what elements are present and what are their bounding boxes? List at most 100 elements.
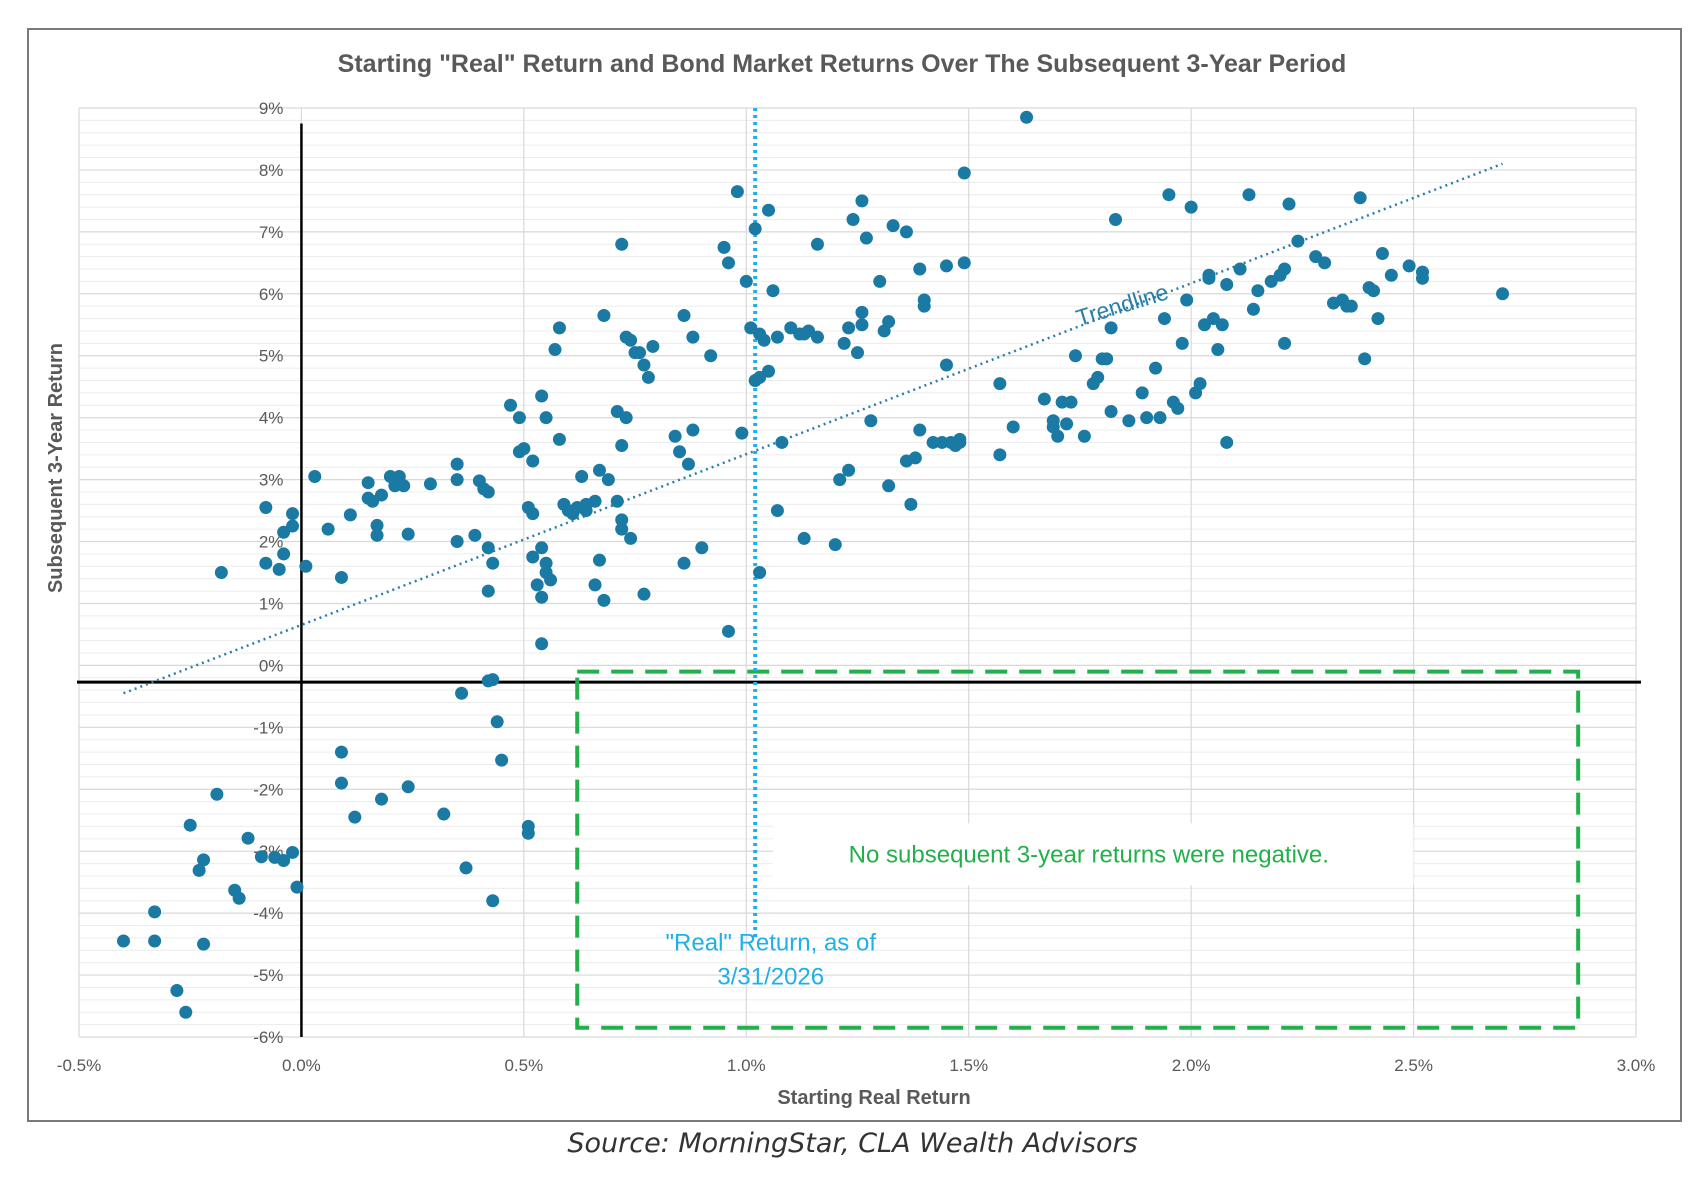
data-point [797, 531, 811, 545]
data-point [375, 488, 389, 502]
y-tick-label: -6% [253, 1028, 283, 1047]
data-point [739, 274, 753, 288]
data-point [1384, 268, 1398, 282]
data-point [939, 259, 953, 273]
y-tick-label: 9% [259, 99, 284, 118]
data-point [272, 562, 286, 576]
data-point [401, 780, 415, 794]
data-point [993, 448, 1007, 462]
data-point [592, 463, 606, 477]
y-tick-label: 2% [259, 533, 284, 552]
data-point [859, 231, 873, 245]
data-point [717, 240, 731, 254]
data-point [1068, 349, 1082, 363]
data-point [957, 166, 971, 180]
annotation-text: No subsequent 3-year returns were negati… [849, 841, 1329, 868]
data-point [343, 508, 357, 522]
data-point [677, 308, 691, 322]
data-point [259, 556, 273, 570]
data-point [592, 553, 606, 567]
data-point [1162, 188, 1176, 202]
data-point [588, 578, 602, 592]
data-point [677, 556, 691, 570]
data-point [552, 432, 566, 446]
data-point [1100, 352, 1114, 366]
data-point [721, 256, 735, 270]
data-point [1415, 265, 1429, 279]
data-point [953, 432, 967, 446]
data-point [290, 880, 304, 894]
data-point [1104, 321, 1118, 335]
data-point [1375, 247, 1389, 261]
data-point [1175, 336, 1189, 350]
data-point [993, 377, 1007, 391]
data-point [1202, 268, 1216, 282]
data-point [486, 894, 500, 908]
data-point [1077, 429, 1091, 443]
data-point [210, 787, 224, 801]
data-point [766, 284, 780, 298]
data-point [681, 457, 695, 471]
data-point [1344, 299, 1358, 313]
data-point [855, 305, 869, 319]
data-point [450, 535, 464, 549]
data-point [1353, 191, 1367, 205]
data-point [1171, 401, 1185, 415]
data-point [1091, 370, 1105, 384]
reference-line-label: "Real" Return, as of [666, 929, 877, 956]
data-point [1367, 284, 1381, 298]
data-point [1220, 435, 1234, 449]
data-point [286, 519, 300, 533]
data-point [535, 637, 549, 651]
data-point [770, 330, 784, 344]
data-point [615, 237, 629, 251]
data-point [833, 473, 847, 487]
data-point [753, 566, 767, 579]
data-point [539, 411, 553, 425]
data-point [544, 573, 558, 587]
data-point [641, 370, 655, 384]
reference-line-label: 3/31/2026 [717, 963, 824, 990]
data-points [116, 110, 1510, 1019]
data-point [842, 463, 856, 477]
data-point [1051, 429, 1065, 443]
data-point [450, 457, 464, 471]
data-point [1140, 411, 1154, 425]
data-point [423, 477, 437, 491]
data-point [575, 470, 589, 484]
data-point [597, 308, 611, 322]
data-point [810, 237, 824, 251]
data-point [1184, 200, 1198, 214]
source-caption: Source: MorningStar, CLA Wealth Advisors [567, 1128, 1138, 1159]
data-point [526, 454, 540, 468]
data-point [286, 845, 300, 859]
data-point [375, 792, 389, 806]
data-point [882, 479, 896, 493]
grid [78, 107, 1637, 1038]
data-point [1157, 312, 1171, 326]
data-point [490, 715, 504, 729]
data-point [232, 891, 246, 905]
data-point [148, 934, 162, 948]
real-return-line: "Real" Return, as of 3/31/2026 [666, 108, 877, 990]
data-point [882, 315, 896, 329]
data-point [370, 528, 384, 542]
data-point [334, 570, 348, 584]
data-point [1233, 262, 1247, 276]
chart-frame [27, 28, 1682, 1122]
data-point [917, 299, 931, 313]
data-point [957, 256, 971, 270]
data-point [624, 531, 638, 545]
y-tick-label: -1% [253, 718, 283, 737]
data-point [526, 507, 540, 521]
data-point [579, 504, 593, 518]
data-point [619, 411, 633, 425]
data-point [468, 528, 482, 542]
data-point [170, 984, 184, 998]
data-point [762, 203, 776, 217]
data-point [837, 336, 851, 350]
data-point [517, 442, 531, 456]
data-point [1215, 318, 1229, 332]
data-point [495, 753, 509, 767]
